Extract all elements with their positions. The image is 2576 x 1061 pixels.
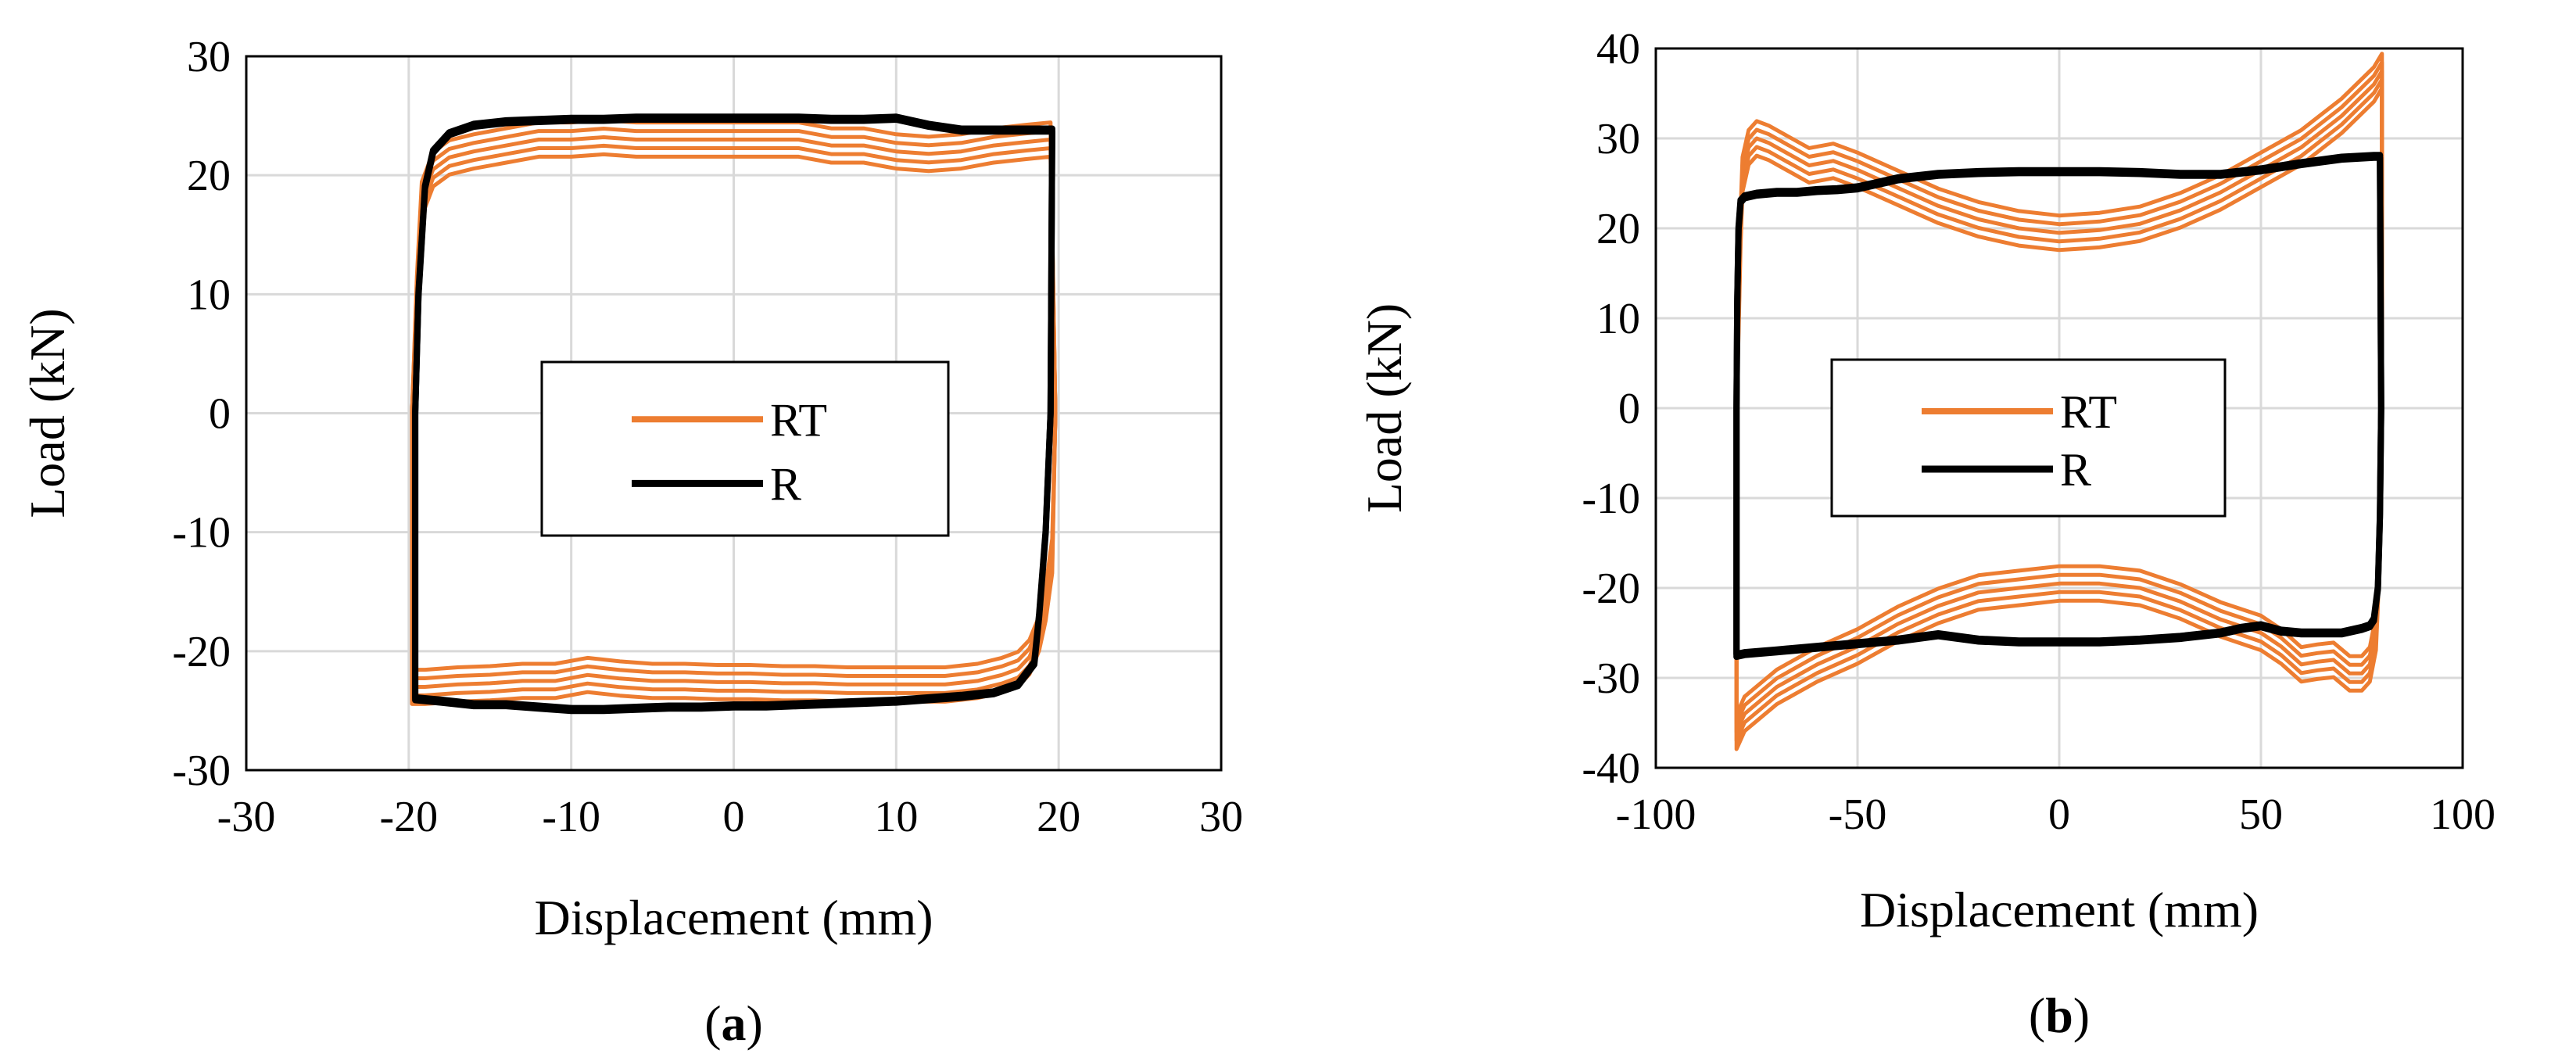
y-tick-label-b: -30	[1582, 654, 1640, 703]
x-tick-label-b: -100	[1616, 790, 1696, 839]
y-tick-label-b: 20	[1596, 205, 1640, 253]
y-tick-label-b: -10	[1582, 475, 1640, 523]
y-tick-label-a: -30	[172, 747, 231, 795]
x-tick-label-b: 50	[2239, 790, 2283, 839]
x-axis-label-b: Displacement (mm)	[1860, 882, 2259, 937]
chart-panel-a: -30 -20 -10 0 10 20 30 -30 -20 -10 0 10 20 30 Displac…	[20, 33, 1243, 1051]
legend-box-a	[540, 360, 950, 537]
series-r-cycle-a	[412, 113, 1055, 715]
y-tick-label-b: 30	[1596, 115, 1640, 163]
x-tick-label-b: 0	[2048, 790, 2070, 839]
y-tick-label-b: -20	[1582, 565, 1640, 613]
y-tick-label-a: 30	[187, 33, 231, 81]
y-tick-label-a: -10	[172, 509, 231, 557]
series-b	[1733, 52, 2384, 751]
x-tick-label-a: 0	[723, 793, 745, 841]
y-tick-label-b: 0	[1618, 385, 1640, 433]
y-axis-label-a: Load (kN)	[20, 308, 75, 518]
x-tick-label-a: -20	[380, 793, 439, 841]
x-tick-label-b: 100	[2430, 790, 2495, 839]
y-axis-label-b: Load (kN)	[1356, 303, 1412, 513]
x-axis-label-a: Displacement (mm)	[534, 890, 933, 945]
y-tick-label-b: -40	[1582, 744, 1640, 793]
y-tick-label-a: -20	[172, 628, 231, 676]
x-tick-label-a: 20	[1037, 793, 1080, 841]
x-tick-label-a: -30	[217, 793, 276, 841]
y-tick-label-b: 10	[1596, 295, 1640, 343]
x-tick-label-a: 30	[1199, 793, 1243, 841]
panel-label-b: (b)	[2029, 988, 2090, 1043]
legend-a: RT R	[540, 360, 950, 537]
y-tick-label-b: 40	[1596, 25, 1640, 73]
x-tick-label-b: -50	[1829, 790, 1887, 839]
legend-label-rt-a: RT	[770, 394, 827, 446]
legend-box-b	[1830, 358, 2227, 518]
plot-frame-b	[1654, 47, 2464, 769]
y-tick-label-a: 20	[187, 152, 231, 200]
legend-label-r-b: R	[2060, 444, 2091, 496]
legend-b: RT R	[1830, 358, 2227, 518]
x-tick-label-a: -10	[542, 793, 600, 841]
y-tick-label-a: 0	[209, 390, 231, 439]
series-a	[410, 113, 1058, 715]
y-tick-label-a: 10	[187, 271, 231, 319]
legend-label-r-a: R	[770, 458, 801, 510]
panel-label-a: (a)	[704, 995, 763, 1051]
series-r-cycle-b	[1733, 152, 2384, 661]
legend-label-rt-b: RT	[2060, 386, 2117, 438]
x-tick-label-a: 10	[874, 793, 918, 841]
tick-labels-a: -30 -20 -10 0 10 20 30 -30 -20 -10 0 10 20 30	[172, 33, 1243, 841]
plot-frame-a	[245, 55, 1223, 772]
